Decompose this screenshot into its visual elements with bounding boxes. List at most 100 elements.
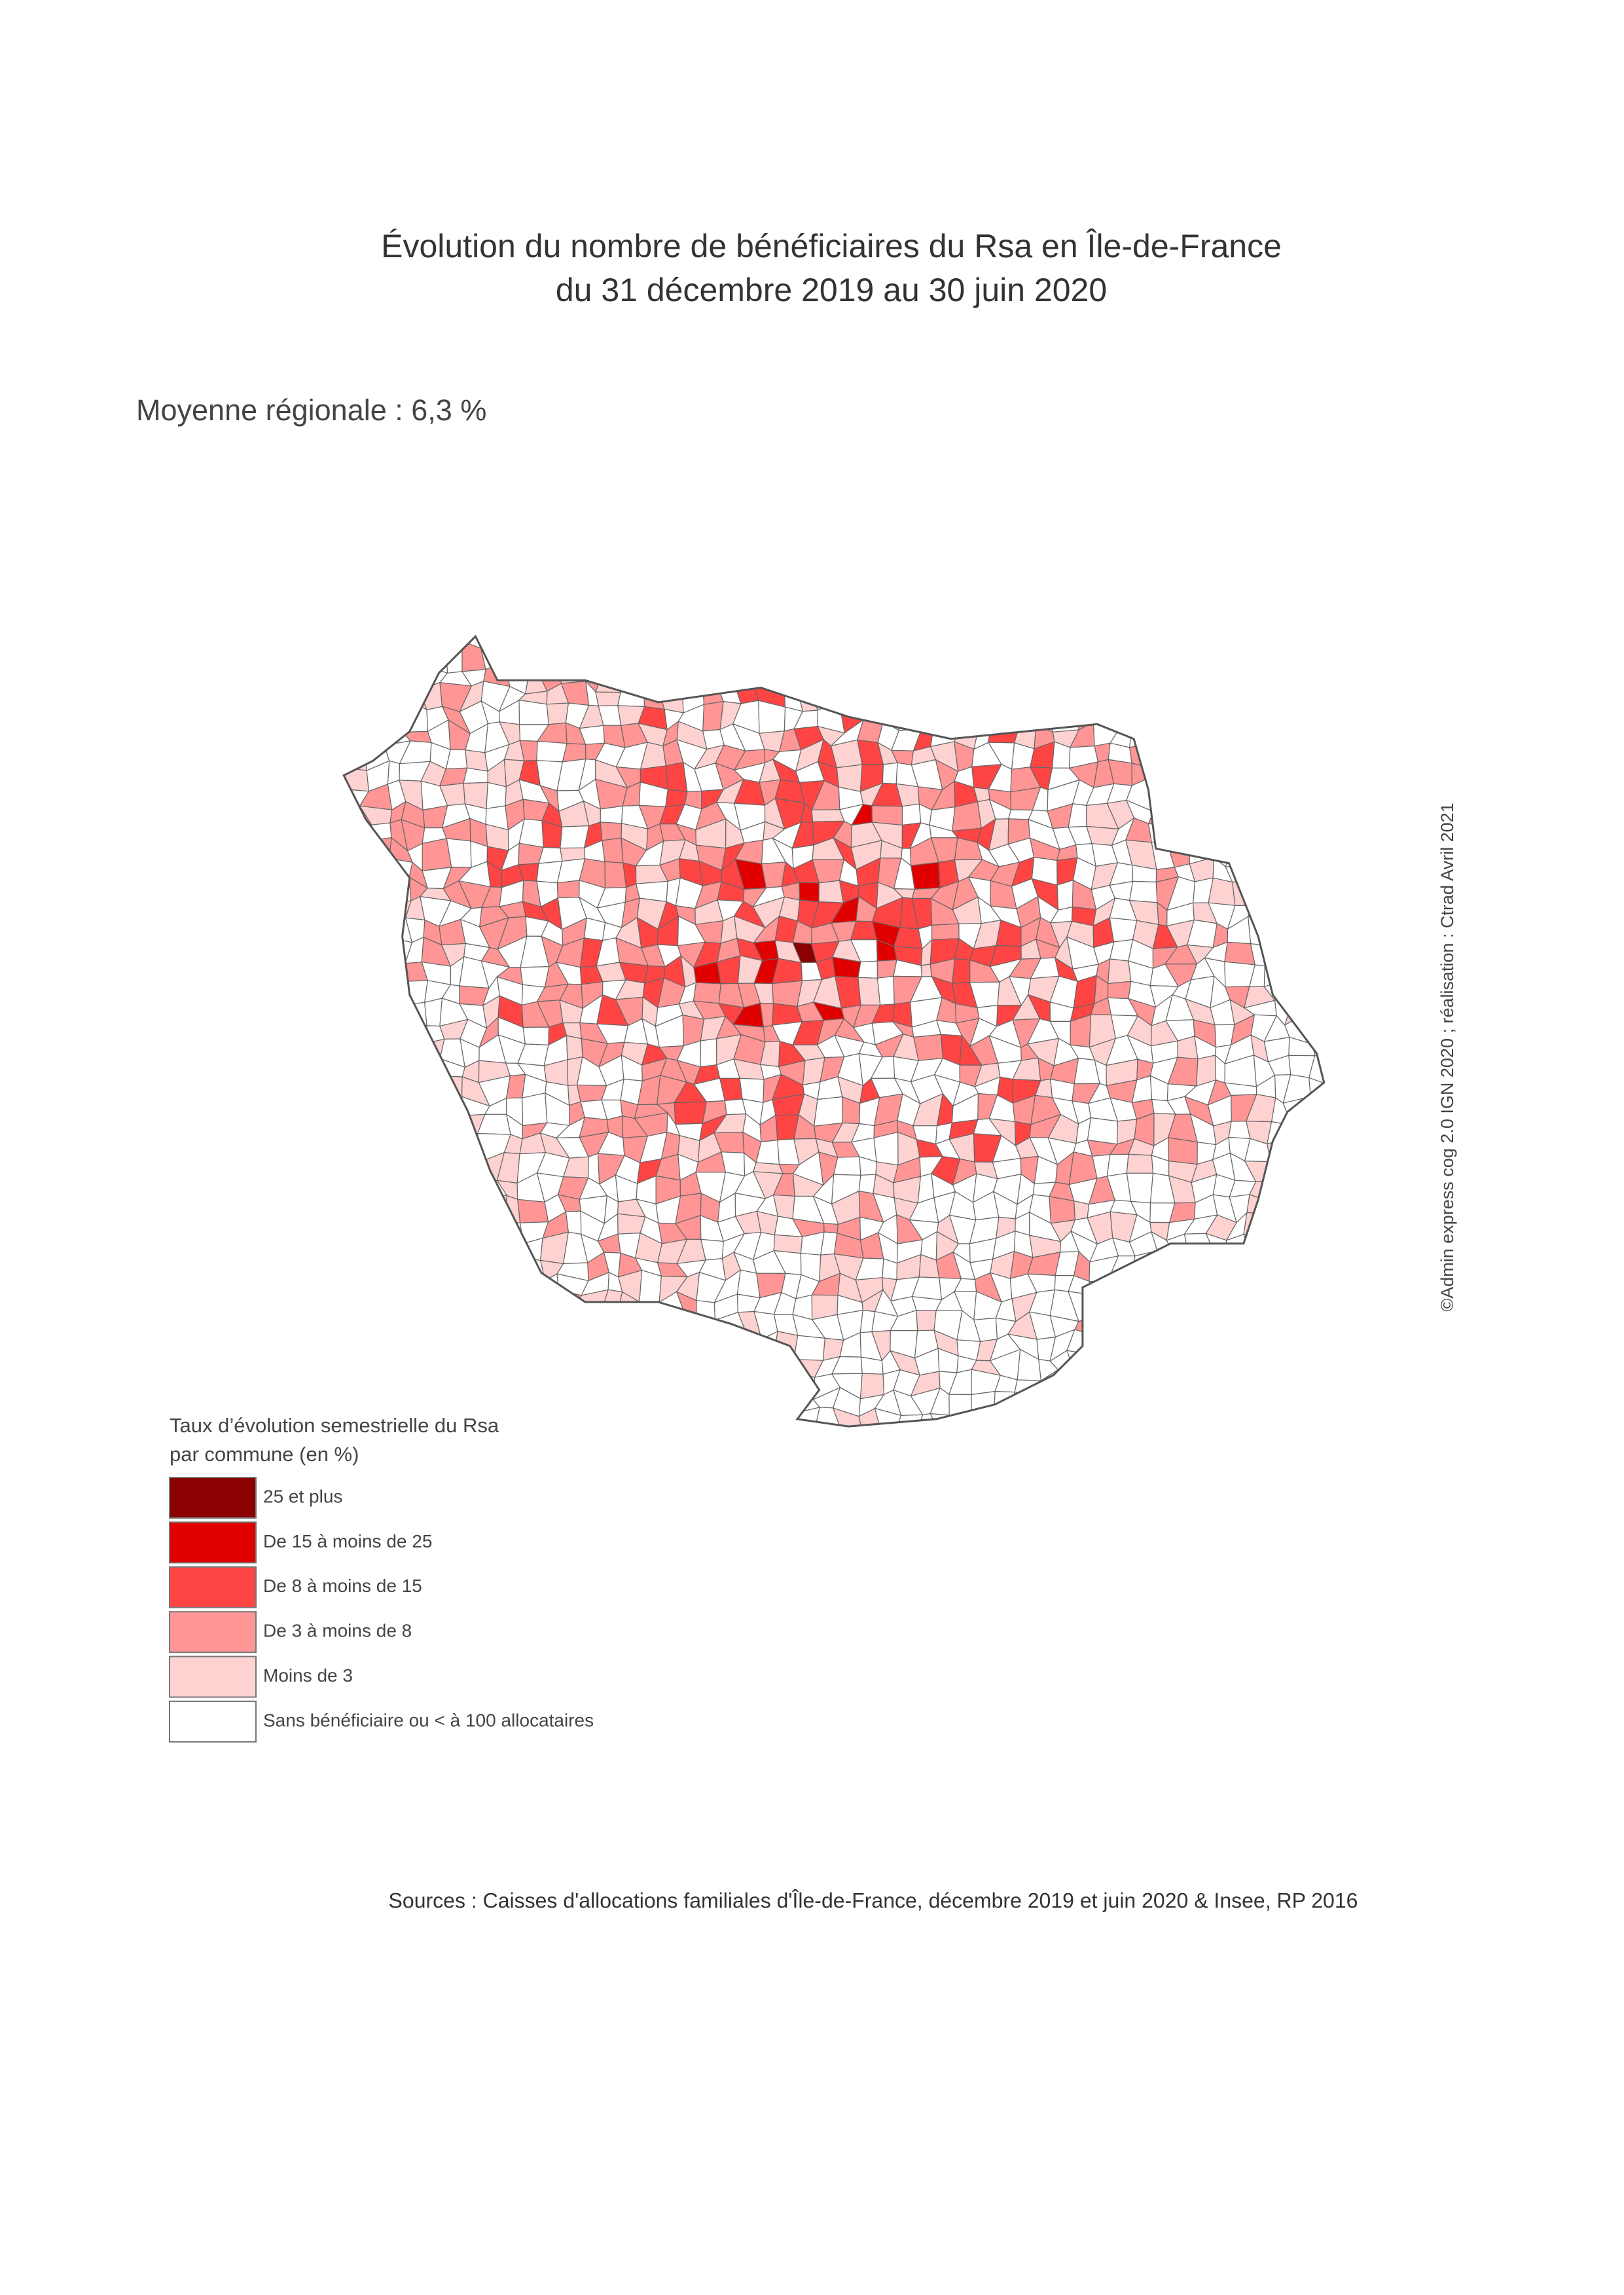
commune <box>1129 1278 1152 1299</box>
commune <box>1047 636 1074 653</box>
commune <box>1326 1349 1355 1375</box>
commune <box>1070 647 1097 673</box>
commune <box>618 1409 649 1427</box>
commune <box>1144 1348 1170 1379</box>
commune <box>425 1331 448 1356</box>
commune <box>911 861 941 890</box>
commune <box>422 1249 448 1277</box>
commune <box>617 645 640 674</box>
commune <box>1245 1288 1277 1316</box>
commune <box>677 670 705 689</box>
commune <box>344 981 370 1007</box>
commune <box>1330 763 1354 785</box>
commune <box>1332 882 1347 910</box>
commune <box>516 1338 541 1359</box>
commune <box>1242 1412 1275 1427</box>
commune <box>1344 741 1373 763</box>
commune <box>1049 1196 1076 1224</box>
commune <box>617 683 645 708</box>
commune <box>537 1328 562 1359</box>
commune <box>743 636 761 649</box>
commune <box>581 1369 606 1401</box>
commune <box>1107 1278 1132 1295</box>
commune <box>1243 662 1276 693</box>
commune <box>1267 1271 1296 1299</box>
commune <box>1309 636 1324 647</box>
commune <box>971 1413 998 1427</box>
commune <box>1287 975 1316 998</box>
commune <box>754 1372 785 1394</box>
commune <box>639 1380 660 1401</box>
commune <box>1342 647 1371 672</box>
commune <box>734 1431 759 1454</box>
legend-label: De 8 à moins de 15 <box>263 1576 422 1596</box>
commune <box>693 982 721 1004</box>
commune <box>1151 1437 1178 1456</box>
commune <box>1166 787 1195 803</box>
commune <box>657 645 679 674</box>
commune <box>505 636 527 651</box>
commune <box>1088 1350 1118 1377</box>
commune <box>1312 1183 1324 1203</box>
commune <box>720 1369 743 1396</box>
commune <box>645 1409 668 1427</box>
commune <box>1262 1394 1295 1420</box>
commune <box>1029 1418 1062 1427</box>
commune <box>948 1413 975 1427</box>
commune <box>1074 682 1093 713</box>
commune <box>1177 702 1193 733</box>
commune <box>1185 1299 1214 1320</box>
commune <box>637 645 666 674</box>
commune <box>773 661 799 695</box>
commune <box>1291 636 1312 655</box>
commune <box>430 1212 443 1244</box>
commune <box>1224 941 1256 966</box>
commune <box>1291 1430 1309 1452</box>
commune <box>1094 1335 1118 1357</box>
commune <box>1352 672 1371 692</box>
commune <box>1306 837 1324 871</box>
commune <box>715 1350 741 1379</box>
commune <box>367 935 391 967</box>
commune <box>1313 880 1324 911</box>
commune <box>344 1073 372 1102</box>
commune <box>1231 767 1254 789</box>
commune <box>702 662 724 685</box>
commune <box>575 1313 609 1333</box>
commune <box>1047 671 1079 695</box>
commune <box>1072 1391 1092 1412</box>
commune <box>344 935 352 966</box>
commune <box>344 1372 370 1398</box>
commune <box>1287 1138 1313 1162</box>
commune <box>1311 1210 1324 1239</box>
commune <box>738 1409 757 1427</box>
commune <box>617 1388 649 1413</box>
commune <box>1225 837 1255 867</box>
commune <box>478 1217 504 1237</box>
commune <box>948 683 981 701</box>
commune <box>480 1373 510 1397</box>
commune <box>1344 1275 1373 1299</box>
commune <box>1349 1142 1365 1163</box>
subtitle: Moyenne régionale : 6,3 % <box>136 393 486 427</box>
commune <box>458 1155 484 1185</box>
commune <box>370 1257 387 1280</box>
commune <box>361 924 394 946</box>
commune <box>1210 1369 1236 1393</box>
commune <box>1286 863 1316 885</box>
commune <box>442 1371 468 1389</box>
commune <box>706 1328 717 1353</box>
commune <box>1128 636 1159 644</box>
commune <box>1187 702 1215 731</box>
commune <box>344 1064 372 1082</box>
commune <box>1145 1310 1176 1338</box>
commune <box>912 662 938 692</box>
commune <box>753 661 785 685</box>
commune <box>1172 1297 1191 1320</box>
commune <box>794 640 820 668</box>
commune <box>1128 880 1158 903</box>
commune <box>348 1178 364 1204</box>
commune <box>1224 1331 1251 1353</box>
commune <box>1164 1277 1198 1300</box>
